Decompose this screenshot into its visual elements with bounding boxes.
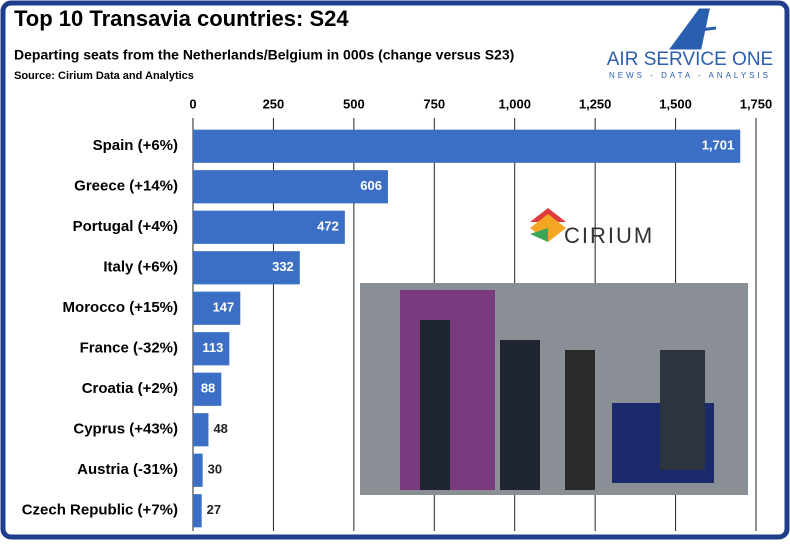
photo-person bbox=[420, 320, 450, 490]
bar bbox=[193, 210, 345, 244]
brand-icon bbox=[669, 8, 717, 50]
y-tick-label: Morocco (+15%) bbox=[63, 299, 178, 316]
y-tick-label: Croatia (+2%) bbox=[82, 380, 178, 397]
data-label: 88 bbox=[201, 381, 215, 396]
x-tick-label: 1,500 bbox=[659, 96, 692, 111]
bar bbox=[193, 129, 741, 163]
bar bbox=[193, 251, 300, 285]
chart-subtitle: Departing seats from the Netherlands/Bel… bbox=[14, 47, 514, 63]
x-tick-label: 500 bbox=[343, 96, 365, 111]
y-tick-label: Italy (+6%) bbox=[103, 259, 178, 276]
y-tick-label: Greece (+14%) bbox=[74, 178, 178, 195]
bar bbox=[193, 413, 209, 447]
bar bbox=[193, 494, 202, 528]
x-tick-label: 1,750 bbox=[740, 96, 773, 111]
data-label: 30 bbox=[208, 462, 222, 477]
bar bbox=[193, 291, 241, 325]
data-label: 606 bbox=[360, 178, 382, 193]
photo-person bbox=[660, 350, 705, 470]
bar bbox=[193, 453, 203, 487]
y-tick-label: Austria (-31%) bbox=[77, 461, 178, 478]
y-tick-label: France (-32%) bbox=[80, 340, 178, 357]
partner-logo: CIRIUM bbox=[530, 208, 654, 248]
photo-person bbox=[565, 350, 595, 490]
bar bbox=[193, 170, 388, 204]
brand-tagline: NEWS - DATA - ANALYSIS bbox=[609, 71, 771, 80]
data-label: 1,701 bbox=[702, 138, 735, 153]
data-label: 113 bbox=[202, 340, 223, 355]
chart-title: Top 10 Transavia countries: S24 bbox=[14, 6, 349, 31]
data-label: 472 bbox=[317, 219, 339, 234]
chart-source: Source: Cirium Data and Analytics bbox=[14, 70, 194, 82]
bar bbox=[193, 372, 222, 406]
logo-shape bbox=[530, 228, 548, 242]
data-label: 27 bbox=[207, 502, 221, 517]
data-label: 147 bbox=[213, 300, 235, 315]
y-tick-label: Spain (+6%) bbox=[93, 137, 178, 154]
data-label: 332 bbox=[272, 259, 294, 274]
photo-person bbox=[500, 340, 540, 490]
x-tick-label: 1,000 bbox=[498, 96, 531, 111]
bar bbox=[193, 332, 230, 366]
y-tick-label: Portugal (+4%) bbox=[73, 218, 178, 235]
x-tick-label: 0 bbox=[189, 96, 196, 111]
photo bbox=[360, 283, 748, 495]
partner-name: CIRIUM bbox=[564, 223, 654, 248]
x-tick-label: 1,250 bbox=[579, 96, 612, 111]
data-label: 48 bbox=[213, 421, 227, 436]
x-tick-label: 750 bbox=[423, 96, 445, 111]
y-tick-label: Cyprus (+43%) bbox=[73, 421, 178, 438]
y-tick-label: Czech Republic (+7%) bbox=[22, 502, 178, 519]
brand-name: AIR SERVICE ONE bbox=[607, 49, 773, 70]
x-tick-label: 250 bbox=[263, 96, 285, 111]
